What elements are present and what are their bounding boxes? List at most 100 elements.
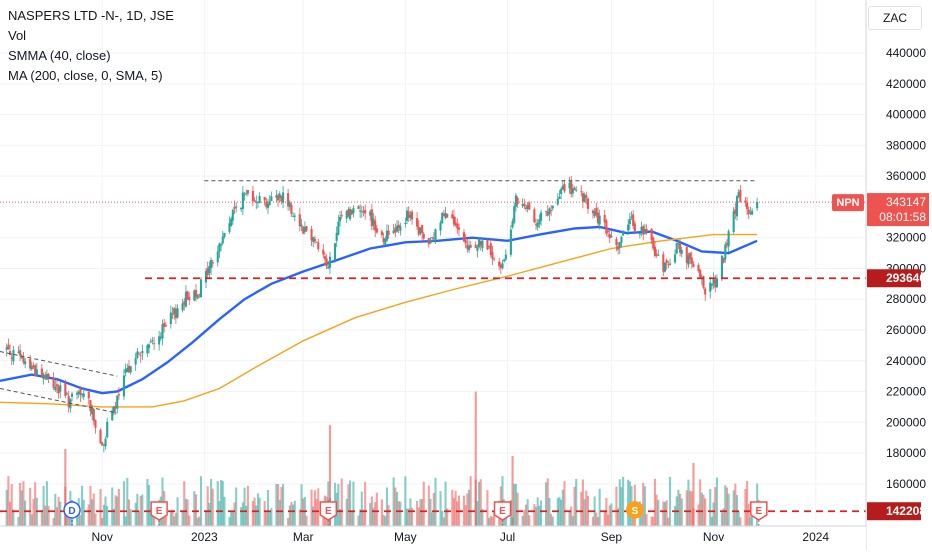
candle — [407, 211, 410, 219]
legend-ma[interactable]: MA (200, close, 0, SMA, 5) — [8, 68, 163, 83]
candle — [124, 369, 127, 373]
candle — [270, 196, 273, 202]
candle — [325, 258, 328, 267]
candle — [427, 238, 430, 245]
currency-button[interactable]: ZAC — [868, 6, 922, 30]
event-marker — [63, 501, 81, 519]
y-tick-label: 320000 — [886, 231, 926, 245]
candle — [12, 350, 15, 362]
candle — [735, 196, 739, 217]
candle — [456, 223, 459, 229]
candle — [724, 244, 727, 260]
candle — [620, 236, 623, 243]
volume-bar — [40, 509, 43, 526]
volume-bar — [434, 477, 437, 526]
volume-bar — [481, 509, 484, 526]
candle — [457, 227, 461, 230]
candle — [421, 225, 424, 234]
candle — [516, 197, 519, 205]
volume-bar — [122, 481, 126, 526]
volume-bar — [568, 511, 571, 526]
candle — [397, 224, 400, 229]
legend-volume[interactable]: Vol — [8, 28, 27, 43]
volume-bar — [251, 501, 254, 526]
candle — [709, 282, 712, 292]
volume-bar — [585, 490, 588, 526]
volume-bar — [491, 516, 494, 526]
candle — [372, 218, 375, 226]
candle — [67, 395, 70, 408]
volume-bar — [151, 508, 154, 526]
candle — [92, 409, 95, 422]
volume-bar — [208, 502, 211, 526]
volume-bar — [29, 487, 32, 526]
candle — [240, 207, 243, 210]
candle — [352, 208, 355, 214]
candle — [385, 230, 388, 241]
candle — [357, 206, 360, 209]
volume-bar — [149, 508, 152, 526]
volume-bar — [516, 492, 519, 526]
candle — [417, 226, 420, 235]
candle — [206, 268, 209, 276]
candle — [265, 201, 268, 208]
volume-bar — [211, 488, 214, 526]
candle — [146, 345, 149, 354]
candle — [653, 246, 656, 257]
volume-bar — [246, 485, 249, 526]
candle — [663, 262, 667, 272]
candle — [137, 353, 141, 355]
volume-bar — [714, 487, 717, 526]
candle — [196, 294, 199, 299]
candle — [8, 351, 12, 355]
legend-smma[interactable]: SMMA (40, close) — [8, 48, 111, 63]
volume-bar — [643, 486, 646, 526]
volume-bar — [739, 517, 742, 526]
x-tick-label: Nov — [92, 530, 113, 544]
volume-bar — [245, 505, 248, 526]
volume-bar — [622, 476, 625, 526]
volume-bar — [30, 514, 33, 526]
candle — [364, 209, 367, 214]
candle — [101, 442, 104, 446]
volume-bar — [464, 505, 467, 526]
volume-bar — [545, 482, 548, 526]
volume-bar — [137, 510, 141, 526]
volume-bar — [699, 479, 702, 526]
candle — [645, 228, 648, 232]
y-tick-label: 160000 — [886, 477, 926, 491]
volume-bar — [59, 501, 62, 526]
candle — [655, 253, 658, 256]
volume-bar — [188, 515, 191, 526]
volume-bar — [302, 498, 305, 526]
candle — [350, 210, 353, 215]
volume-bar — [746, 480, 749, 526]
volume-bar — [374, 502, 377, 526]
legend-symbol[interactable]: NASPERS LTD -N-, 1D, JSE — [8, 8, 174, 23]
y-tick-label: 440000 — [886, 46, 926, 60]
volume-bar — [12, 509, 15, 526]
candle — [405, 210, 409, 221]
candle — [10, 357, 13, 359]
candle — [673, 254, 677, 263]
volume-bar — [652, 516, 655, 526]
volume-bar — [504, 515, 507, 526]
volume-bar — [521, 515, 524, 526]
volume-bar — [709, 488, 712, 526]
candle — [193, 290, 196, 301]
volume-bar — [89, 485, 92, 526]
volume-bar — [5, 489, 8, 526]
volume-bar — [345, 498, 348, 526]
volume-bar — [124, 516, 127, 526]
candle — [114, 405, 117, 409]
y-tick-label: 360000 — [886, 169, 926, 183]
volume-bar — [350, 511, 353, 526]
candle — [327, 266, 330, 269]
volume-bar — [42, 485, 45, 526]
volume-bar — [539, 500, 543, 526]
candle — [300, 224, 303, 227]
volume-bar — [561, 489, 564, 526]
candle — [211, 262, 214, 264]
